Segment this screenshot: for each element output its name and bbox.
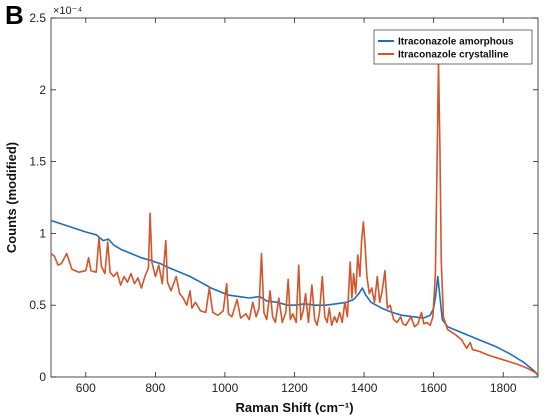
y-tick-label: 0.5 — [29, 298, 46, 312]
panel-label: B — [5, 0, 24, 30]
x-tick-label: 1000 — [212, 381, 239, 395]
legend-entry: Itraconazole crystalline — [398, 50, 509, 61]
y-tick-label: 1.5 — [29, 155, 46, 169]
x-tick-label: 1400 — [351, 381, 378, 395]
y-tick-label: 0 — [39, 370, 46, 384]
y-axis-multiplier: ×10⁻⁴ — [53, 5, 82, 17]
labels: Raman Shift (cm⁻¹) Counts (modified) ×10… — [4, 5, 354, 415]
y-tick-label: 2 — [39, 83, 46, 97]
series-line-amorphous — [50, 219, 539, 377]
legend-box — [373, 29, 533, 65]
x-tick-label: 1200 — [281, 381, 308, 395]
x-tick-label: 600 — [76, 381, 96, 395]
y-tick-label: 2.5 — [29, 11, 46, 25]
x-axis-label: Raman Shift (cm⁻¹) — [235, 400, 353, 415]
x-tick-label: 1800 — [490, 381, 517, 395]
series-line-crystalline — [50, 61, 539, 375]
legend-entry: Itraconazole amorphous — [398, 37, 514, 48]
series-layer — [50, 61, 539, 377]
y-tick-label: 1 — [39, 226, 46, 240]
legend: Itraconazole amorphous Itraconazole cryst… — [373, 29, 533, 65]
x-tick-label: 1600 — [420, 381, 447, 395]
plot-frame — [50, 17, 539, 378]
x-tick-label: 800 — [145, 381, 165, 395]
y-axis-label: Counts (modified) — [4, 142, 19, 253]
axes: 600 800 1000 1200 1400 1600 1800 0 0.5 1 1.5 2 2.5 — [29, 11, 539, 395]
